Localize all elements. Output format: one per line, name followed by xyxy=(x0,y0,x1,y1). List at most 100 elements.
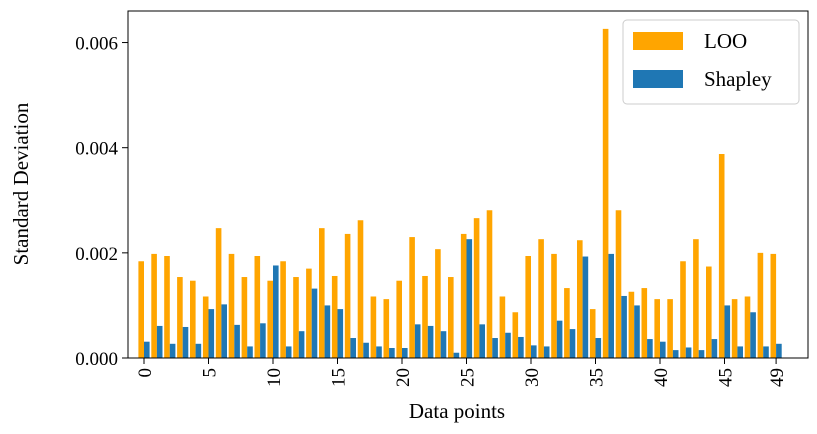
x-tick-label: 0 xyxy=(135,368,156,378)
bar-shapley-31 xyxy=(543,346,550,358)
bar-loo-30 xyxy=(525,256,531,358)
bar-loo-2 xyxy=(164,256,170,358)
bar-loo-21 xyxy=(409,237,415,358)
bar-shapley-49 xyxy=(776,343,782,358)
bar-loo-15 xyxy=(331,275,338,358)
bar-shapley-35 xyxy=(595,338,602,358)
bar-loo-28 xyxy=(499,296,506,358)
bar-shapley-43 xyxy=(698,350,705,358)
bar-loo-46 xyxy=(731,299,738,358)
x-tick-label: 15 xyxy=(329,368,350,387)
bar-loo-1 xyxy=(151,253,157,358)
bar-loo-39 xyxy=(641,288,648,358)
bar-shapley-26 xyxy=(479,324,485,358)
bar-loo-35 xyxy=(589,309,596,358)
x-axis-label: Data points xyxy=(409,399,505,423)
bar-shapley-47 xyxy=(750,312,756,358)
bar-loo-7 xyxy=(228,253,235,358)
bar-loo-37 xyxy=(615,210,622,358)
bar-shapley-23 xyxy=(440,331,447,358)
bar-shapley-4 xyxy=(195,343,202,358)
bar-shapley-32 xyxy=(556,320,563,358)
bar-loo-22 xyxy=(422,275,428,358)
bar-shapley-37 xyxy=(621,295,627,358)
bar-loo-26 xyxy=(473,218,480,358)
bar-shapley-24 xyxy=(453,352,460,358)
bar-shapley-41 xyxy=(672,350,679,358)
bar-loo-31 xyxy=(538,239,544,358)
x-tick-label: 30 xyxy=(522,368,543,387)
bar-loo-41 xyxy=(667,299,673,358)
bar-shapley-25 xyxy=(466,239,473,358)
bar-loo-25 xyxy=(460,233,467,358)
bar-loo-44 xyxy=(706,266,712,358)
bar-loo-24 xyxy=(448,277,454,358)
y-tick-label: 0.000 xyxy=(75,349,118,370)
x-tick-label: 45 xyxy=(716,368,737,387)
bar-shapley-36 xyxy=(608,253,614,358)
bar-shapley-7 xyxy=(234,324,240,358)
bar-loo-17 xyxy=(357,220,364,358)
y-tick-label: 0.002 xyxy=(75,244,118,265)
bar-shapley-21 xyxy=(414,324,421,358)
bar-shapley-22 xyxy=(427,325,434,358)
bar-loo-43 xyxy=(693,239,699,358)
bar-shapley-11 xyxy=(285,346,292,358)
x-tick-label: 40 xyxy=(651,368,672,387)
legend: LOO Shapley xyxy=(622,19,800,105)
bar-shapley-19 xyxy=(389,348,395,358)
bar-loo-18 xyxy=(370,296,377,358)
bar-loo-3 xyxy=(177,277,183,358)
bar-shapley-0 xyxy=(144,341,150,358)
bar-loo-10 xyxy=(267,280,273,358)
bar-loo-20 xyxy=(396,280,402,358)
bar-shapley-33 xyxy=(569,329,576,358)
x-tick-label: 5 xyxy=(200,368,221,378)
bar-shapley-15 xyxy=(337,309,344,358)
y-axis: 0.000 0.002 0.004 0.006 xyxy=(75,34,128,370)
bar-loo-48 xyxy=(757,252,764,358)
bar-shapley-5 xyxy=(208,309,215,358)
bar-loo-9 xyxy=(254,256,261,358)
bar-shapley-48 xyxy=(763,346,769,358)
bar-shapley-45 xyxy=(724,305,731,358)
y-tick-label: 0.006 xyxy=(75,34,118,55)
bar-shapley-28 xyxy=(505,332,511,358)
bar-shapley-14 xyxy=(324,305,331,358)
bar-loo-36 xyxy=(602,28,609,358)
bar-shapley-3 xyxy=(182,326,189,358)
bar-loo-32 xyxy=(551,253,557,358)
bar-loo-27 xyxy=(486,210,493,358)
bar-loo-6 xyxy=(215,228,222,358)
bar-loo-33 xyxy=(564,288,570,358)
bar-loo-0 xyxy=(138,261,144,358)
bar-loo-23 xyxy=(435,249,441,358)
x-tick-label: 20 xyxy=(393,368,414,387)
bar-shapley-9 xyxy=(260,323,266,358)
bar-loo-38 xyxy=(628,291,635,358)
bar-shapley-30 xyxy=(531,345,537,358)
legend-swatch-shapley xyxy=(633,70,683,88)
plot-frame xyxy=(127,10,809,359)
bar-shapley-6 xyxy=(221,304,227,358)
bar-shapley-12 xyxy=(298,331,305,358)
bar-loo-12 xyxy=(293,277,299,358)
x-tick-label: 35 xyxy=(587,368,608,387)
bar-loo-4 xyxy=(190,280,196,358)
bar-shapley-42 xyxy=(685,347,692,358)
bar-loo-19 xyxy=(383,299,390,358)
bar-shapley-16 xyxy=(350,338,356,358)
bar-loo-42 xyxy=(680,261,686,358)
bars-layer xyxy=(138,28,782,358)
bar-loo-45 xyxy=(718,154,725,358)
bar-loo-11 xyxy=(280,261,286,358)
x-tick-label: 25 xyxy=(458,368,479,387)
bar-shapley-20 xyxy=(402,348,408,358)
bar-loo-5 xyxy=(202,296,209,358)
bar-shapley-8 xyxy=(247,346,253,358)
bar-shapley-2 xyxy=(169,343,176,358)
bar-loo-47 xyxy=(744,296,751,358)
bar-loo-40 xyxy=(654,299,660,358)
bar-loo-29 xyxy=(512,312,519,358)
